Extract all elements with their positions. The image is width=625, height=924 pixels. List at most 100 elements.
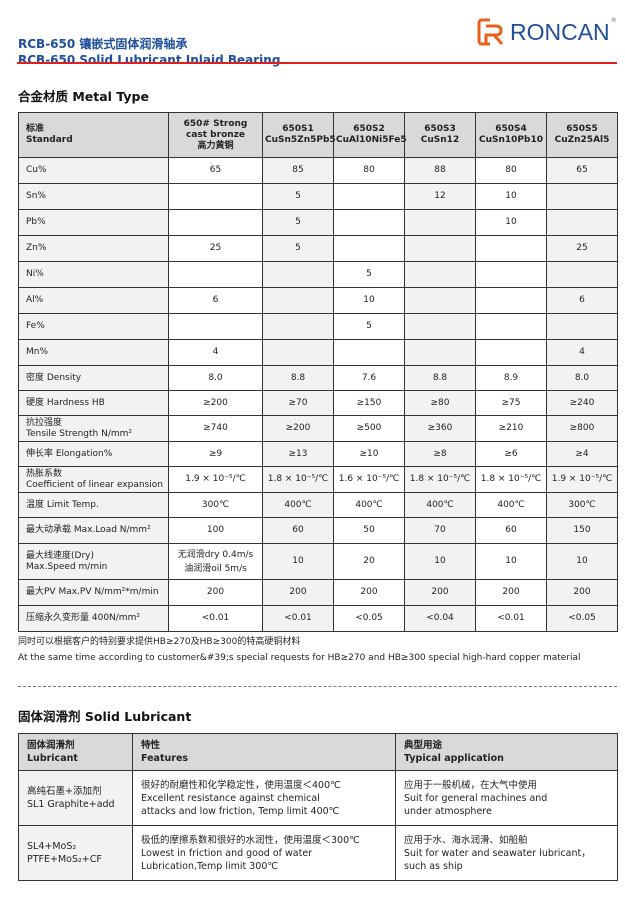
row-label: 最大PV Max.PV N/mm²*m/min [18,579,169,606]
header-features: 特性 Features [132,733,396,771]
table-cell: 10 [475,183,547,210]
table-cell: <0.01 [475,605,547,632]
cell-line: 650S3 [424,124,456,134]
table-cell: ≥80 [404,390,476,416]
table-row: 最大PV Max.PV N/mm²*m/min 200 200 200 200 200 20… [18,579,618,606]
table-cell: 10 [333,287,405,314]
row-label: 抗拉强度 Tensile Strength N/mm² [18,415,169,442]
table-cell [546,183,618,210]
cell-line: Cu% [26,165,47,175]
logo-mark-icon [477,18,504,46]
cell-line: 热胀系数 [26,468,63,479]
row-label: Al% [18,287,169,314]
table-cell: 80 [333,157,405,184]
features-cell: 很好的耐磨性和化学稳定性，使用温度＜400℃ Excellent resistan… [132,770,396,826]
cell-line: 无润滑dry 0.4m/s [177,549,254,560]
table-cell [168,183,263,210]
table-cell: <0.05 [546,605,618,632]
table-cell: 8.8 [404,365,476,391]
cell-line: 最大PV Max.PV N/mm²*m/min [26,587,159,597]
cell-line: 650S4 [495,124,527,134]
metal-type-heading: 合金材质 Metal Type [18,89,149,104]
table-cell: 300℃ [168,492,263,518]
header-grade: 650# Strong cast bronze 高力黄铜 [168,112,263,158]
row-label: Sn% [18,183,169,210]
application-cell: 应用于水、海水润滑、如船舶 Suit for water and seawater… [395,825,618,881]
table-cell: 85 [262,157,334,184]
table-cell: 200 [168,579,263,606]
table-cell: 8.9 [475,365,547,391]
cell-line: attacks and low friction, Temp limit 400… [141,805,340,817]
table-cell: 5 [333,313,405,340]
cell-line: Coefficient of linear expansion [26,479,163,490]
table-cell: 1.9 × 10⁻⁵/℃ [546,466,618,493]
table-cell [333,209,405,236]
row-label: 伸长率 Elongation% [18,441,169,467]
roncan-logo: RONCAN ® [476,17,617,47]
cell-line: 高纯石墨+添加剂 [27,786,102,797]
cell-line: CuZn25Al5 [554,135,610,145]
table-cell: ≥70 [262,390,334,416]
table-cell [404,287,476,314]
cell-line: 650# Strong [183,118,248,129]
table-row: Ni% 5 [18,261,618,288]
cell-line: Mn% [26,347,49,357]
cell-line: under atmosphere [404,805,492,817]
table-cell [168,261,263,288]
table-row: Cu% 65 85 80 88 80 65 [18,157,618,184]
cell-line: Ni% [26,269,44,279]
features-cell: 极低的摩擦系数和很好的水润性，使用温度＜300℃ Lowest in fricti… [132,825,396,881]
table-cell: 200 [262,579,334,606]
registered-mark: ® [610,17,617,24]
table-cell: 4 [546,339,618,366]
cell-line: 标准 [26,124,45,134]
table-cell [333,235,405,262]
solid-lubricant-table: 固体润滑剂 Lubricant 特性 Features 典型用途 Typical appl… [18,733,618,881]
cell-line: Features [141,753,189,764]
table-cell: ≥740 [168,415,263,442]
table-row: Pb% 5 10 [18,209,618,236]
cell-line: Typical application [404,753,504,764]
custom-hardness-note: 同时可以根据客户的特别要求提供HB≥270及HB≥300的特高硬铜材料 At t… [18,634,581,666]
cell-line: Standard [26,135,73,145]
table-row: SL4+MoS₂ PTFE+MoS₂+CF 极低的摩擦系数和很好的水润性，使用温度＜… [18,825,618,881]
row-label: Pb% [18,209,169,236]
table-cell [168,313,263,340]
row-label: 最大线速度(Dry) Max.Speed m/min [18,543,169,580]
table-cell: ≥150 [333,390,405,416]
table-row: 最大动承载 Max.Load N/mm² 100 60 50 70 60 150 [18,517,618,544]
table-cell: 5 [262,235,334,262]
table-cell: ≥200 [262,415,334,442]
cell-line: SL4+MoS₂ [27,841,77,852]
table-cell [404,261,476,288]
title-cn: RCB-650 镶嵌式固体润滑轴承 [18,37,188,51]
table-cell: 20 [333,543,405,580]
table-cell [546,209,618,236]
table-cell: 6 [168,287,263,314]
cell-line: 650S1 [282,124,314,134]
table-cell: ≥13 [262,441,334,467]
table-cell [404,339,476,366]
table-cell [333,183,405,210]
table-cell: 100 [168,517,263,544]
cell-line: 最大线速度(Dry) [26,550,94,561]
header-row: 标准 Standard 650# Strong cast bronze 高力黄铜 650S… [18,112,618,158]
table-row: 热胀系数 Coefficient of linear expansion 1.9 ×… [18,466,618,493]
cell-line: Al% [26,295,44,305]
table-cell: ≥6 [475,441,547,467]
header-divider [17,62,617,64]
row-label: 温度 Limit Temp. [18,492,169,518]
table-row: 抗拉强度 Tensile Strength N/mm² ≥740 ≥200 ≥500 ≥3… [18,415,618,442]
table-cell: 4 [168,339,263,366]
cell-line: 应用于水、海水润滑、如船舶 [404,834,528,846]
table-cell: <0.01 [168,605,263,632]
table-cell: ≥9 [168,441,263,467]
table-cell [475,287,547,314]
table-cell: 60 [262,517,334,544]
cell-line: Sn% [26,191,46,201]
row-label: 最大动承载 Max.Load N/mm² [18,517,169,544]
table-row: Zn% 25 5 25 [18,235,618,262]
table-row: 最大线速度(Dry) Max.Speed m/min 无润滑dry 0.4m/s 油润… [18,543,618,580]
header-grade: 650S5 CuZn25Al5 [546,112,618,158]
table-row: Al% 6 10 6 [18,287,618,314]
